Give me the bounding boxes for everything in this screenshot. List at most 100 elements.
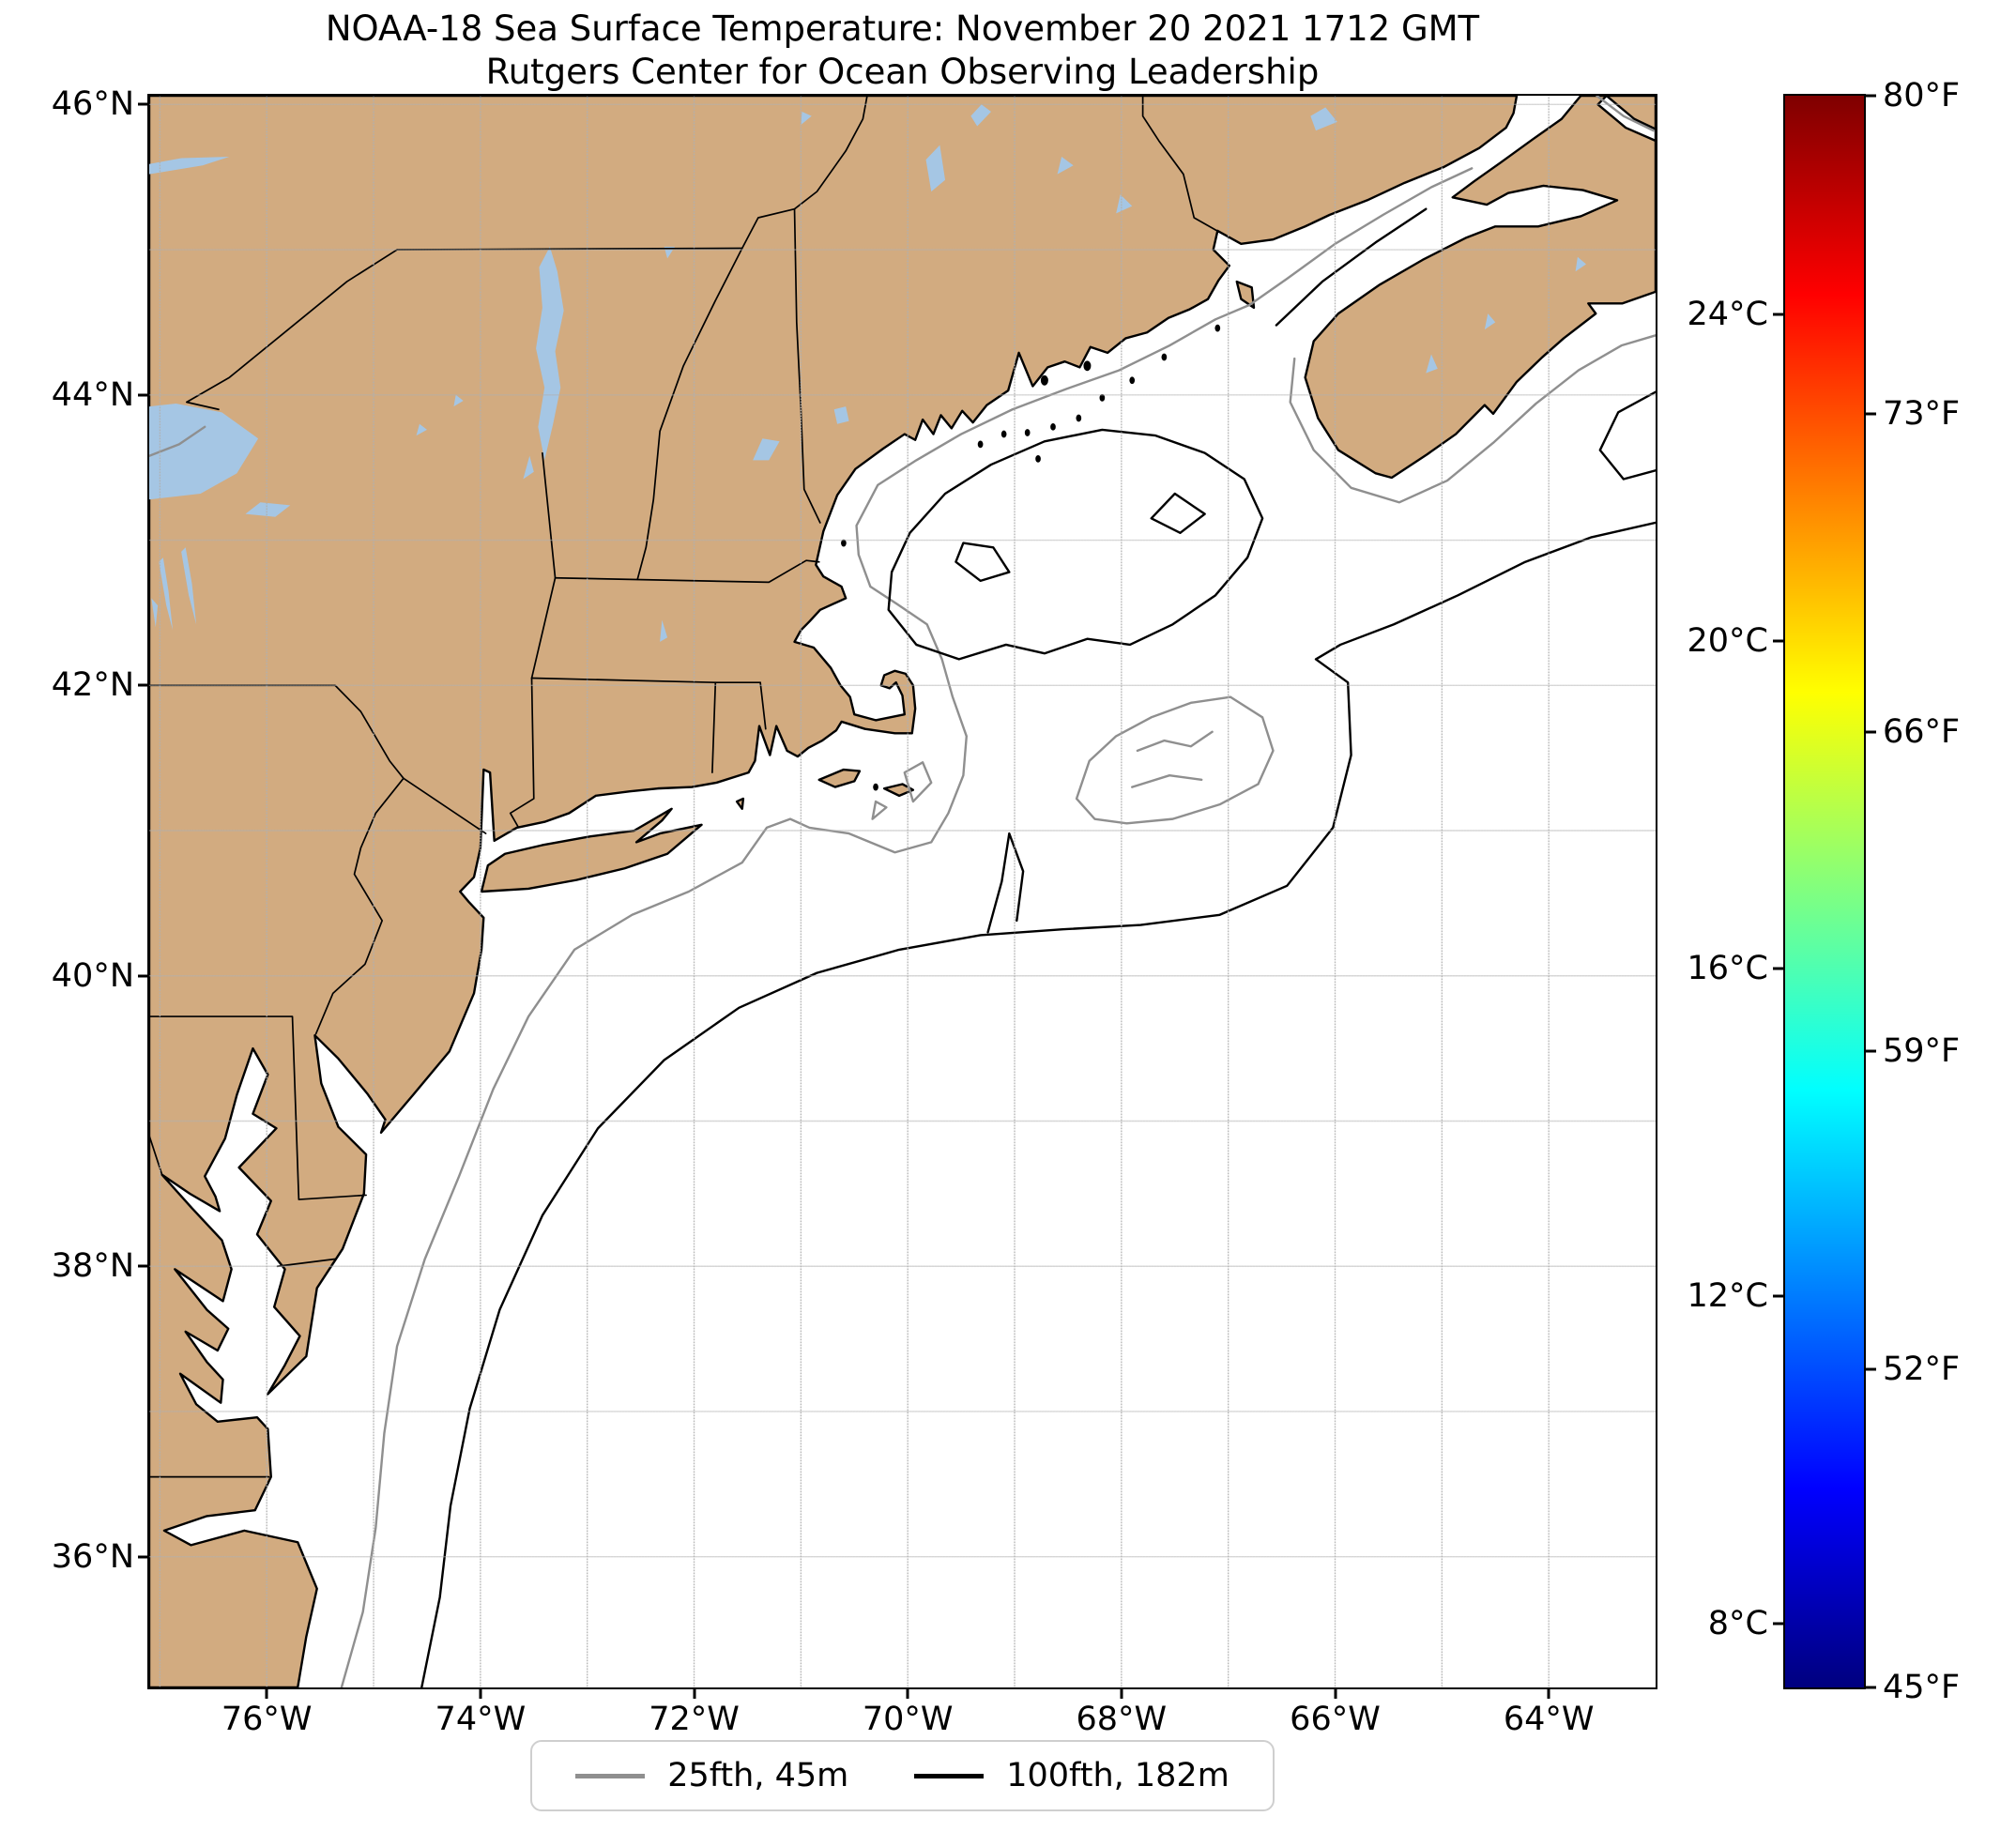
oneida-lake <box>245 502 291 517</box>
y-tick-label: 42°N <box>51 666 134 705</box>
contour-45m-nantucket-shoals-2 <box>873 801 887 819</box>
grand-manan-island <box>1237 282 1254 308</box>
y-tick-label: 46°N <box>51 85 134 124</box>
y-tickmark <box>138 393 149 397</box>
quabbin-reservoir <box>660 619 668 642</box>
x-tick-label: 74°W <box>435 1701 527 1738</box>
contour-45m-nantucket-shoals-1 <box>905 762 931 801</box>
colorbar-f-tickmark <box>1864 730 1876 734</box>
nova-scotia-coast <box>1306 96 1656 478</box>
maine-lake-1 <box>1116 194 1133 214</box>
x-tickmark <box>265 1687 268 1699</box>
contour-45m-nova-scotia <box>1291 335 1656 502</box>
colorbar-f-tickmark <box>1864 1367 1876 1371</box>
grand-lake-nb <box>1310 107 1337 131</box>
contour-legend: 25fth, 45m 100fth, 182m <box>530 1740 1275 1811</box>
border-ny-west-line <box>511 453 556 827</box>
lake-rossignol <box>1426 354 1438 374</box>
x-tickmark <box>906 1687 909 1699</box>
colorbar-f-label: 59°F <box>1883 1031 1961 1070</box>
maine-lake-2 <box>1057 156 1074 175</box>
nantucket <box>884 784 913 795</box>
border-st-lawrence <box>187 250 397 409</box>
y-tickmark <box>138 1264 149 1268</box>
lake-ontario <box>149 404 259 500</box>
border-ma-north <box>556 560 819 582</box>
lake-winnipesaukee <box>753 438 780 461</box>
colorbar-c-tickmark <box>1773 1622 1785 1626</box>
ns-lake-1 <box>1484 313 1496 330</box>
title-line2: Rutgers Center for Ocean Observing Leade… <box>485 52 1320 93</box>
sebago-lake <box>833 406 849 424</box>
y-tick-label: 36°N <box>51 1537 134 1576</box>
x-tickmark <box>1334 1687 1336 1699</box>
x-tick-label: 64°W <box>1503 1701 1595 1738</box>
contour-182m-great-south-channel <box>988 833 1024 932</box>
map-plot: 76°W 74°W 72°W 70°W 68°W 66°W 64°W 46°N … <box>52 85 1657 1738</box>
y-tick-label: 40°N <box>51 956 134 995</box>
y-tick-label: 38°N <box>51 1247 134 1286</box>
finger-lake-seneca <box>159 557 174 631</box>
black-contour-line-sample <box>914 1773 985 1778</box>
y-tickmark <box>138 102 149 106</box>
x-tick-label: 68°W <box>1076 1701 1168 1738</box>
colorbar-f-tickmark <box>1864 94 1876 98</box>
contour-182m-scotian-basin <box>1600 392 1656 480</box>
legend-wrap: 25fth, 45m 100fth, 182m <box>147 1740 1657 1811</box>
legend-item-45m: 25fth, 45m <box>575 1757 848 1794</box>
temperature-colorbar: 80°F 73°F 66°F 59°F 52°F 45°F 24°C 20°C … <box>1688 77 1961 1706</box>
border-ri-ma <box>760 682 766 729</box>
border-vt-nh-river <box>637 248 742 579</box>
chesuncook-lake <box>970 104 991 127</box>
x-tick-label: 70°W <box>862 1701 954 1738</box>
legend-item-182m: 100fth, 182m <box>914 1757 1229 1794</box>
colorbar-c-tickmark <box>1773 639 1785 643</box>
border-me-nb <box>1143 96 1220 232</box>
contour-182m-gulf-of-maine-basin <box>889 430 1262 659</box>
colorbar-c-label: 8°C <box>1707 1605 1768 1643</box>
title-line1: NOAA-18 Sea Surface Temperature: Novembe… <box>325 8 1480 49</box>
contour-45m-georges-detail-2 <box>1132 775 1201 786</box>
colorbar-f-tickmark <box>1864 1686 1876 1689</box>
block-island <box>737 799 743 809</box>
colorbar-c-label: 20°C <box>1687 622 1768 661</box>
adirondack-lake-2 <box>453 394 464 407</box>
contour-182m-jordan-basin <box>1152 494 1205 533</box>
x-tick-label: 66°W <box>1290 1701 1381 1738</box>
legend-label-45m: 25fth, 45m <box>667 1757 849 1794</box>
x-tickmark <box>693 1687 696 1699</box>
figure-title: NOAA-18 Sea Surface Temperature: Novembe… <box>147 8 1657 95</box>
y-tickmark <box>138 683 149 687</box>
border-ri-ct <box>712 682 715 772</box>
contour-45m-ontario <box>149 427 205 456</box>
finger-lake-keuka <box>151 598 159 628</box>
y-tick-label: 44°N <box>51 375 134 414</box>
lake-champlain <box>536 246 564 461</box>
map-canvas <box>149 96 1656 1687</box>
colorbar-c-tickmark <box>1773 313 1785 316</box>
adirondack-lake-1 <box>416 423 427 436</box>
colorbar-c-label: 16°C <box>1687 950 1768 988</box>
ottawa-river <box>149 156 230 175</box>
y-tickmark <box>138 1555 149 1559</box>
colorbar-c-label: 24°C <box>1687 295 1768 333</box>
colorbar-f-tickmark <box>1864 412 1876 416</box>
border-qc-me <box>742 96 867 248</box>
marthas-vineyard <box>819 770 860 787</box>
lakes-layer <box>149 104 1587 642</box>
x-tickmark <box>479 1687 482 1699</box>
colorbar-f-label: 80°F <box>1883 77 1961 114</box>
colorbar-c-label: 12°C <box>1687 1277 1768 1316</box>
land-layer <box>149 96 1656 1687</box>
contour-45m-georges-detail-1 <box>1138 732 1213 751</box>
colorbar-f-label: 45°F <box>1883 1669 1961 1706</box>
contour-45m-shelf <box>342 168 1472 1687</box>
x-tickmark <box>1120 1687 1123 1699</box>
contour-45m-strait <box>1596 96 1653 130</box>
moosehead-lake <box>925 145 946 192</box>
contour-45m-georges-bank <box>1077 697 1273 824</box>
colorbar-f-label: 52°F <box>1883 1350 1961 1388</box>
long-island <box>481 809 701 892</box>
lake-george <box>523 455 534 480</box>
contour-182m-wilkinson-basin <box>955 543 1009 581</box>
